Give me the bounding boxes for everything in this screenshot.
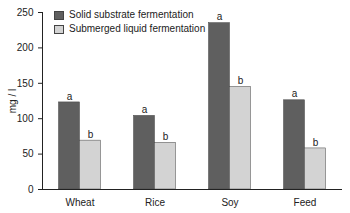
svg-text:Soy: Soy: [221, 197, 238, 208]
svg-text:b: b: [163, 131, 169, 142]
svg-text:b: b: [313, 137, 319, 148]
svg-text:0: 0: [28, 184, 34, 195]
html-text:Solid substrate fermentation: Solid substrate fermentation: [69, 9, 194, 20]
svg-text:b: b: [88, 129, 94, 140]
svg-text:Feed: Feed: [294, 197, 317, 208]
svg-text:mg / l: mg / l: [7, 89, 18, 113]
svg-text:250: 250: [17, 7, 34, 18]
svg-text:50: 50: [22, 148, 34, 159]
svg-text:a: a: [292, 88, 298, 99]
svg-text:a: a: [67, 91, 73, 102]
svg-text:a: a: [217, 11, 223, 22]
svg-text:Wheat: Wheat: [66, 197, 95, 208]
svg-text:200: 200: [17, 42, 34, 53]
svg-text:a: a: [142, 104, 148, 115]
svg-text:100: 100: [17, 113, 34, 124]
svg-text:150: 150: [17, 78, 34, 89]
html-text:Submerged liquid fermentation: Submerged liquid fermentation: [69, 23, 206, 34]
svg-text:b: b: [238, 75, 244, 86]
svg-text:Rice: Rice: [145, 197, 165, 208]
